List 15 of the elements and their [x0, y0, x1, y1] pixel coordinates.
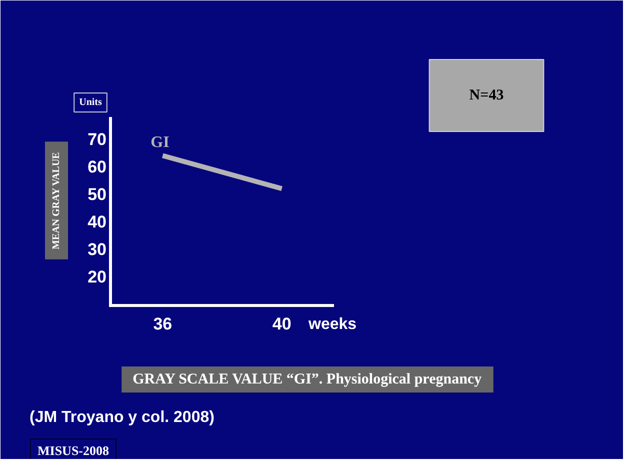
text: MISUS-2008 [38, 443, 110, 458]
y-tick-label: 50 [88, 185, 107, 204]
x-axis-title: weeks [308, 316, 357, 333]
y-tick-label: 40 [88, 212, 107, 232]
y-tick-label: 70 [88, 130, 107, 150]
y-tick-label: 30 [88, 240, 107, 260]
text: N=43 [469, 88, 504, 104]
text: GRAY SCALE VALUE “GI”. Physiological pregnancy [132, 372, 482, 388]
series-label: GI [150, 134, 170, 152]
y-tick-label: 20 [88, 268, 107, 287]
y-tick-label: 60 [88, 158, 107, 177]
x-tick-label: 36 [153, 314, 172, 334]
text: Units [79, 97, 102, 108]
text: (JM Troyano y col. 2008) [30, 409, 214, 426]
y-axis-title: MEAN GRAY VALUE [51, 152, 62, 250]
